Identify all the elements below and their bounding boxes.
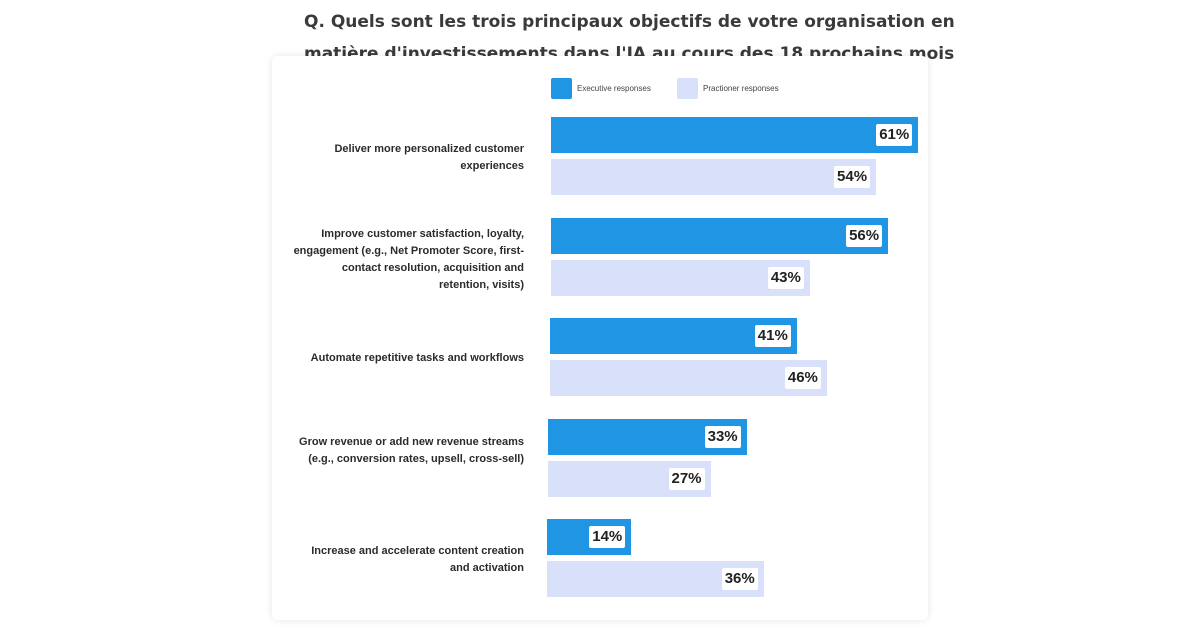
data-label: 46% — [784, 367, 821, 389]
data-label: 54% — [834, 166, 871, 188]
legend-item-executive: Executive responses — [551, 78, 651, 99]
bar-executive: 14% — [547, 519, 632, 555]
bar-executive: 61% — [551, 117, 919, 153]
bar-practitioner: 54% — [551, 159, 877, 195]
legend-swatch-practitioner — [677, 78, 698, 99]
legend-label-practitioner: Practioner responses — [703, 84, 779, 93]
data-label: 33% — [704, 425, 741, 448]
legend-swatch-executive — [551, 78, 572, 99]
legend-label-executive: Executive responses — [577, 84, 651, 93]
category-label: Grow revenue or add new revenue streams … — [299, 436, 524, 465]
category-label: Increase and accelerate content creation… — [311, 545, 524, 574]
data-label: 36% — [721, 568, 758, 590]
bar-practitioner: 27% — [548, 460, 711, 497]
category-label: Improve customer satisfaction, loyalty, … — [293, 228, 524, 291]
bar-practitioner: 36% — [547, 561, 764, 597]
category-label: Automate repetitive tasks and workflows — [310, 352, 524, 364]
data-label: 43% — [767, 266, 804, 289]
bar-practitioner: 46% — [550, 360, 827, 396]
data-label: 61% — [876, 124, 913, 146]
bar-executive: 56% — [551, 217, 889, 254]
data-label: 56% — [846, 224, 883, 247]
bar-executive: 33% — [548, 418, 747, 455]
data-label: 41% — [754, 325, 791, 347]
bar-executive: 41% — [550, 318, 797, 354]
data-label: 27% — [668, 467, 705, 490]
legend-item-practitioner: Practioner responses — [677, 78, 779, 99]
data-label: 14% — [589, 526, 626, 548]
bar-practitioner: 43% — [551, 259, 810, 296]
category-label: Deliver more personalized customer exper… — [334, 143, 524, 172]
